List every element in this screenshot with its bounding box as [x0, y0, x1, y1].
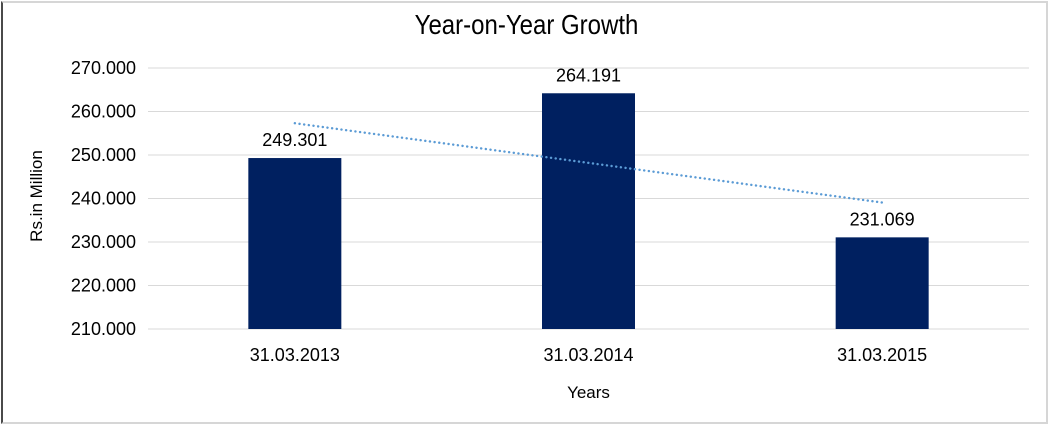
y-axis-title-text: Rs.in Million [27, 150, 46, 242]
y-tick-label: 250.000 [71, 145, 136, 165]
bar-value-label: 249.301 [262, 130, 327, 150]
bar-value-label: 231.069 [850, 209, 915, 229]
y-tick-label: 260.000 [71, 102, 136, 122]
chart-title: Year-on-Year Growth [414, 9, 639, 41]
trendline [293, 122, 884, 204]
y-tick-label: 230.000 [71, 232, 136, 252]
x-tick-label: 31.03.2015 [837, 345, 927, 365]
y-tick-label: 220.000 [71, 276, 136, 296]
x-tick-label: 31.03.2014 [543, 345, 633, 365]
bar [542, 93, 635, 329]
x-axis-title: Years [567, 383, 610, 402]
bar [835, 237, 929, 329]
x-tick-label: 31.03.2013 [250, 345, 340, 365]
bar-value-label: 264.191 [556, 65, 621, 85]
y-tick-label: 270.000 [71, 58, 136, 78]
y-tick-label: 240.000 [71, 189, 136, 209]
bar [248, 158, 342, 329]
y-tick-label: 210.000 [71, 319, 136, 339]
